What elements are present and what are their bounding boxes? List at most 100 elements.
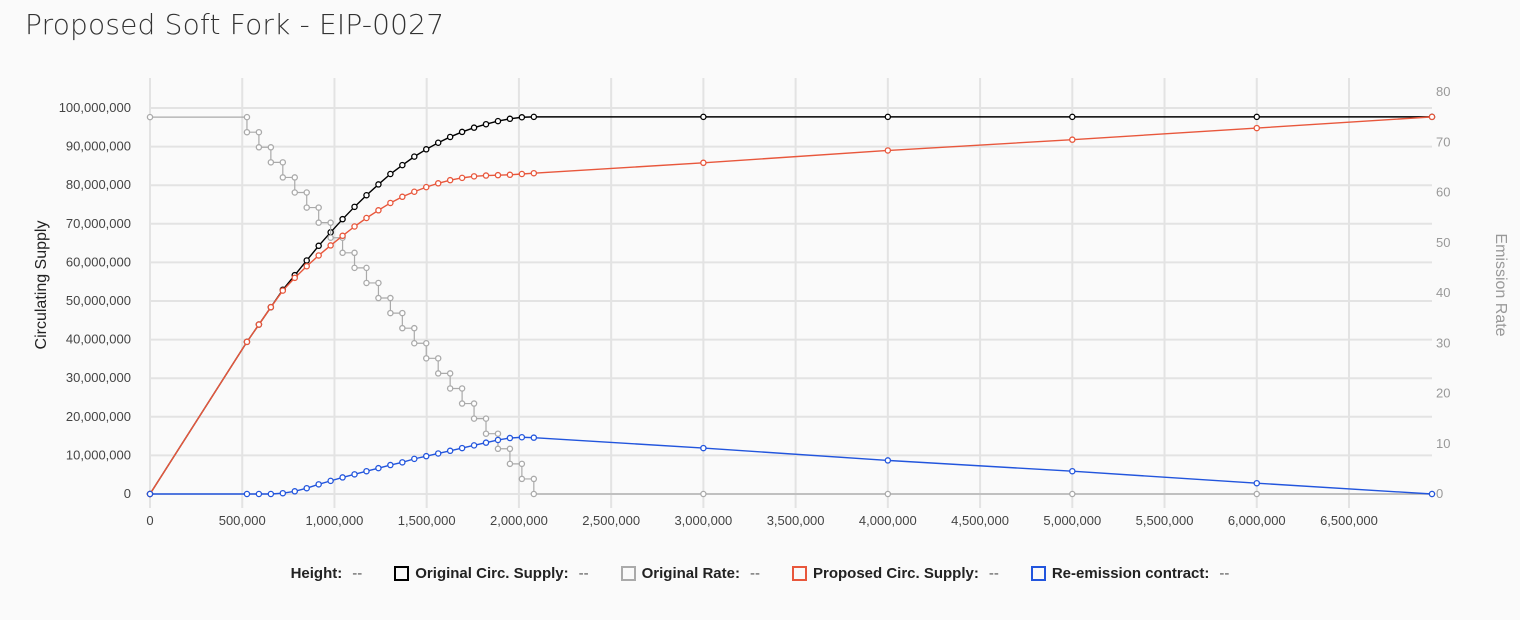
series-line: [150, 436, 1433, 495]
data-point: [494, 117, 502, 125]
data-point: [884, 147, 892, 154]
y-axis-title: Circulating Supply: [33, 221, 50, 350]
data-point: [458, 174, 466, 182]
data-point: [351, 223, 358, 230]
x-tick-label: 6,000,000: [1228, 513, 1286, 528]
y2-axis-title: Emission Rate: [1492, 233, 1509, 336]
data-point: [279, 159, 287, 166]
data-point: [494, 436, 502, 444]
data-point: [267, 144, 275, 151]
data-point: [1253, 113, 1261, 121]
data-point: [518, 170, 526, 178]
y-tick-label: 60,000,000: [66, 254, 131, 269]
y2-tick-label: 20: [1436, 386, 1450, 401]
data-point: [518, 460, 526, 468]
series-original-circ-supply: [146, 113, 1436, 498]
legend-swatch: [791, 566, 807, 581]
data-point: [518, 434, 526, 441]
y2-tick-label: 10: [1436, 436, 1450, 451]
data-point: [375, 279, 382, 287]
data-point: [303, 263, 310, 270]
data-point: [363, 264, 370, 272]
data-point: [518, 114, 526, 121]
x-axis: 0 500,000 1,000,000 1,500,000 2,000,000 2,500…: [146, 513, 1378, 528]
data-point: [327, 234, 334, 241]
data-point: [446, 370, 454, 377]
data-point: [267, 490, 275, 498]
legend-item-original-rate[interactable]: Original Rate: --: [620, 565, 760, 582]
data-point: [375, 464, 382, 472]
data-point: [255, 144, 263, 151]
y2-tick-label: 70: [1436, 134, 1450, 149]
chart[interactable]: 0 10,000,000 20,000,000 30,000,000 40,000,00…: [0, 0, 1520, 555]
series-original-rate: [146, 113, 1436, 498]
chart-series: [146, 113, 1436, 498]
data-point: [470, 442, 478, 449]
y-tick-label: 80,000,000: [66, 177, 131, 192]
data-point: [387, 199, 394, 207]
data-point: [387, 309, 394, 317]
data-point: [470, 173, 478, 180]
data-point: [146, 490, 154, 498]
legend: Height: -- Original Circ. Supply: -- Ori…: [0, 565, 1520, 582]
x-tick-label: 0: [146, 513, 153, 528]
data-point: [1069, 467, 1076, 475]
data-point: [243, 113, 251, 121]
x-tick-label: 1,500,000: [398, 513, 456, 528]
data-point: [243, 490, 251, 498]
legend-height-label: Height:: [290, 565, 343, 582]
data-point: [458, 444, 466, 452]
data-point: [434, 355, 442, 362]
x-tick-label: 6,500,000: [1320, 513, 1378, 528]
legend-item-original-supply[interactable]: Original Circ. Supply: --: [394, 565, 589, 582]
series-line: [149, 116, 1433, 495]
data-point: [530, 490, 538, 498]
data-point: [291, 274, 299, 282]
y2-tick-label: 0: [1436, 486, 1443, 501]
x-tick-label: 2,500,000: [582, 513, 640, 528]
y-axis-right: 0 10 20 30 40 50 60 70 80: [1436, 84, 1450, 501]
data-point: [700, 113, 707, 121]
data-point: [434, 450, 442, 457]
y-axis-left: 0 10,000,000 20,000,000 30,000,000 40,000,00…: [59, 100, 131, 501]
data-point: [327, 219, 334, 226]
x-tick-label: 3,000,000: [674, 513, 732, 528]
data-point: [422, 355, 430, 362]
data-point: [399, 459, 406, 466]
y-tick-label: 100,000,000: [59, 100, 131, 115]
series-re-emission-contract: [146, 434, 1436, 498]
data-point: [422, 146, 430, 153]
data-point: [458, 385, 466, 392]
data-point: [303, 257, 310, 264]
data-point: [411, 324, 418, 332]
data-point: [339, 474, 346, 481]
data-point: [351, 249, 358, 257]
data-point: [363, 214, 370, 222]
data-point: [351, 203, 358, 211]
data-point: [884, 457, 892, 464]
data-point: [1069, 113, 1076, 121]
legend-label: Re-emission contract:: [1051, 565, 1210, 582]
legend-label: Original Circ. Supply:: [415, 565, 569, 582]
data-point: [446, 447, 454, 455]
data-point: [399, 324, 406, 332]
page-title: Proposed Soft Fork - EIP-0027: [25, 8, 445, 41]
data-point: [506, 460, 514, 468]
data-point: [422, 183, 430, 191]
data-point: [327, 242, 334, 249]
data-point: [279, 489, 287, 497]
data-point: [530, 434, 538, 441]
data-point: [387, 461, 394, 469]
data-point: [446, 133, 454, 141]
legend-item-proposed-supply[interactable]: Proposed Circ. Supply: --: [791, 565, 999, 582]
data-point: [530, 169, 538, 177]
data-point: [387, 170, 394, 178]
legend-item-reemission[interactable]: Re-emission contract: --: [1030, 565, 1229, 582]
legend-swatch: [1030, 566, 1046, 581]
data-point: [422, 452, 430, 460]
data-point: [506, 115, 514, 123]
data-point: [399, 193, 406, 201]
data-point: [291, 189, 299, 196]
data-point: [411, 339, 418, 347]
x-tick-label: 1,000,000: [306, 513, 364, 528]
